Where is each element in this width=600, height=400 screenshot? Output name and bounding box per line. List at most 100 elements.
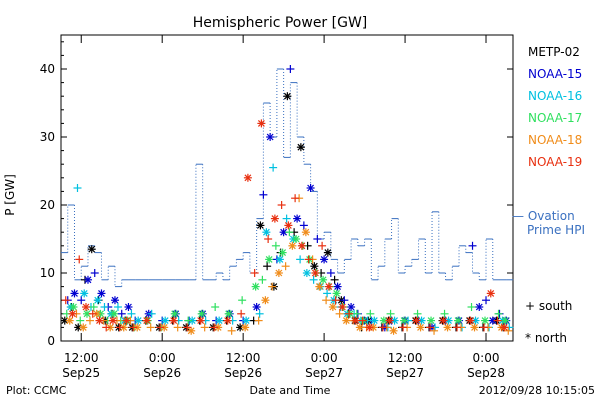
series-noaa-19 bbox=[61, 119, 509, 332]
data-point bbox=[338, 303, 347, 311]
data-point bbox=[296, 255, 305, 264]
legend-ovation-line2: Prime HPI bbox=[527, 223, 585, 237]
data-point bbox=[292, 235, 301, 243]
data-point bbox=[331, 296, 340, 305]
data-point bbox=[90, 269, 99, 277]
data-point bbox=[124, 303, 133, 311]
data-point bbox=[275, 255, 284, 264]
x-tick-label: 0:00 bbox=[149, 351, 176, 365]
data-point bbox=[400, 316, 409, 325]
data-point bbox=[264, 235, 273, 243]
data-point bbox=[412, 316, 421, 325]
legend-item-noaa-17: NOAA-17 bbox=[528, 111, 582, 125]
data-point bbox=[389, 326, 398, 335]
data-point bbox=[85, 316, 94, 325]
data-point bbox=[100, 303, 109, 311]
data-point bbox=[241, 323, 250, 332]
data-point bbox=[326, 269, 335, 277]
x-tick-label: 0:00 bbox=[473, 351, 500, 365]
data-point bbox=[386, 309, 395, 318]
x-tick-date-label: Sep26 bbox=[143, 366, 181, 380]
data-point bbox=[251, 282, 260, 291]
data-point bbox=[413, 309, 422, 318]
data-point bbox=[89, 303, 98, 311]
x-tick-label: 0:00 bbox=[311, 351, 338, 365]
chart-title: Hemispheric Power [GW] bbox=[193, 15, 368, 31]
data-point bbox=[269, 163, 278, 172]
data-point bbox=[323, 289, 332, 298]
data-point bbox=[345, 309, 354, 318]
data-point bbox=[365, 323, 374, 332]
data-point bbox=[252, 303, 261, 311]
data-point bbox=[134, 316, 143, 325]
data-point bbox=[282, 214, 291, 223]
data-point bbox=[255, 309, 264, 318]
data-point bbox=[266, 133, 275, 141]
data-point bbox=[481, 316, 490, 325]
data-point bbox=[288, 241, 297, 250]
x-tick-date-label: Sep26 bbox=[224, 366, 262, 380]
data-point bbox=[261, 296, 270, 305]
data-point bbox=[109, 309, 118, 318]
data-point bbox=[113, 303, 122, 311]
data-point bbox=[127, 309, 136, 318]
data-point bbox=[440, 309, 449, 318]
data-point bbox=[227, 326, 236, 335]
data-point bbox=[504, 326, 513, 335]
data-point bbox=[75, 255, 84, 264]
data-point bbox=[278, 248, 287, 257]
data-point bbox=[501, 316, 510, 325]
data-point bbox=[351, 316, 360, 325]
data-point bbox=[93, 296, 102, 305]
data-point bbox=[215, 316, 224, 325]
data-point bbox=[147, 309, 156, 318]
data-point bbox=[173, 323, 182, 332]
data-point bbox=[146, 323, 155, 332]
data-point bbox=[286, 65, 295, 73]
data-point bbox=[302, 269, 311, 277]
data-point bbox=[347, 303, 356, 311]
data-point bbox=[296, 143, 305, 152]
x-tick-label: 12:00 bbox=[64, 351, 99, 365]
data-point bbox=[102, 323, 111, 332]
data-point bbox=[482, 296, 491, 305]
data-point bbox=[313, 235, 322, 243]
y-axis-label: P [GW] bbox=[3, 174, 17, 216]
data-point bbox=[299, 221, 308, 230]
data-point bbox=[311, 269, 320, 277]
data-point bbox=[110, 296, 119, 305]
data-point bbox=[494, 309, 503, 318]
data-point bbox=[81, 303, 90, 311]
data-point bbox=[319, 275, 328, 284]
data-point bbox=[263, 262, 272, 271]
data-point bbox=[211, 303, 220, 311]
y-tick-label: 20 bbox=[40, 198, 55, 212]
data-point bbox=[117, 309, 126, 318]
data-point bbox=[97, 289, 106, 298]
data-point bbox=[262, 228, 271, 237]
data-point bbox=[284, 221, 293, 230]
data-point bbox=[493, 316, 502, 325]
data-point bbox=[122, 316, 131, 325]
data-point bbox=[76, 316, 85, 325]
data-point bbox=[259, 190, 268, 199]
data-point bbox=[95, 316, 104, 325]
data-point bbox=[366, 309, 375, 318]
data-point bbox=[306, 184, 315, 192]
data-point bbox=[61, 296, 70, 305]
footer-left: Plot: CCMC bbox=[6, 384, 67, 397]
data-point bbox=[242, 316, 251, 325]
legend-item-noaa-19: NOAA-19 bbox=[528, 155, 582, 169]
data-point bbox=[328, 303, 337, 311]
data-point bbox=[297, 241, 306, 250]
data-point bbox=[291, 194, 300, 203]
data-point bbox=[330, 275, 339, 284]
data-point bbox=[129, 323, 138, 332]
data-point bbox=[281, 262, 290, 271]
data-point bbox=[277, 201, 286, 209]
data-point bbox=[454, 316, 463, 325]
data-point bbox=[238, 296, 247, 305]
data-point bbox=[335, 309, 344, 318]
x-tick-date-label: Sep28 bbox=[467, 366, 505, 380]
data-point bbox=[156, 323, 165, 332]
